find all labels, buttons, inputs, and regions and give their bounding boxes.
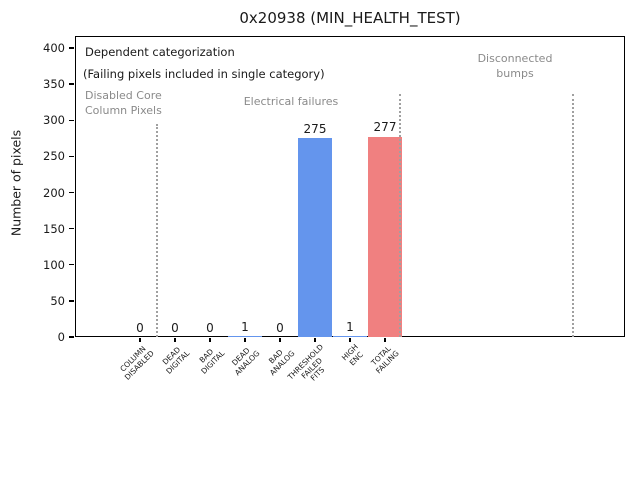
bar — [298, 138, 332, 337]
y-tick-label: 100 — [43, 257, 65, 272]
chart-title: 0x20938 (MIN_HEALTH_TEST) — [239, 9, 461, 27]
bar-value-label: 277 — [373, 120, 397, 135]
y-tick-mark — [69, 300, 74, 302]
x-tick-mark — [139, 337, 141, 342]
bar-value-label: 0 — [136, 320, 144, 335]
y-tick-mark — [69, 264, 74, 266]
separator-line — [572, 94, 574, 337]
y-tick-label: 150 — [43, 221, 65, 236]
separator-line — [156, 124, 158, 337]
bar — [368, 136, 402, 337]
x-tick-mark — [349, 337, 351, 342]
x-tick-mark — [174, 337, 176, 342]
electrical-failures-label: Electrical failures — [243, 95, 339, 108]
x-tick-mark — [209, 337, 211, 342]
dependent-categorization-note: Dependent categorization — [85, 45, 235, 59]
x-tick-label: DEAD DIGITAL — [160, 345, 191, 376]
bar-value-label: 0 — [206, 320, 214, 335]
x-tick-label: BAD DIGITAL — [197, 346, 226, 376]
x-tick-label: DEAD ANALOG — [229, 345, 261, 377]
bar — [333, 336, 367, 337]
bar-value-label: 0 — [171, 320, 179, 335]
bar-value-label: 0 — [276, 320, 284, 335]
y-tick-mark — [69, 47, 74, 49]
y-tick-mark — [69, 227, 74, 230]
y-tick-label: 0 — [57, 330, 65, 344]
y-tick-label: 300 — [43, 113, 65, 128]
y-axis-label: Number of pixels — [8, 129, 24, 237]
separator-line — [399, 94, 401, 337]
y-tick-mark — [69, 191, 74, 194]
x-tick-mark — [384, 337, 386, 342]
disconnected-bumps-label: Disconnected bumps — [477, 52, 553, 80]
y-tick-mark — [69, 155, 74, 158]
bar — [228, 336, 262, 337]
x-tick-label: COLUMN DISABLED — [118, 344, 156, 382]
bar-value-label: 1 — [241, 319, 249, 334]
x-tick-mark — [314, 337, 316, 342]
y-tick-label: 200 — [43, 185, 65, 200]
x-tick-mark — [279, 337, 281, 342]
disabled-core-column-pixels-label: Disabled Core Column Pixels — [85, 89, 162, 117]
x-tick-label: TOTAL FAILING — [369, 344, 401, 376]
failing-pixels-note: (Failing pixels included in single categ… — [83, 67, 325, 81]
y-tick-label: 50 — [50, 293, 65, 308]
x-tick-label: HIGH ENC — [339, 342, 365, 368]
y-tick-mark — [69, 336, 74, 338]
y-tick-mark — [69, 119, 74, 121]
y-tick-label: 400 — [43, 41, 65, 55]
y-tick-mark — [69, 83, 74, 85]
y-tick-label: 250 — [43, 149, 65, 164]
x-tick-mark — [244, 337, 246, 342]
y-tick-label: 350 — [43, 77, 65, 92]
bar-value-label: 275 — [303, 121, 327, 136]
bar-value-label: 1 — [346, 319, 354, 334]
